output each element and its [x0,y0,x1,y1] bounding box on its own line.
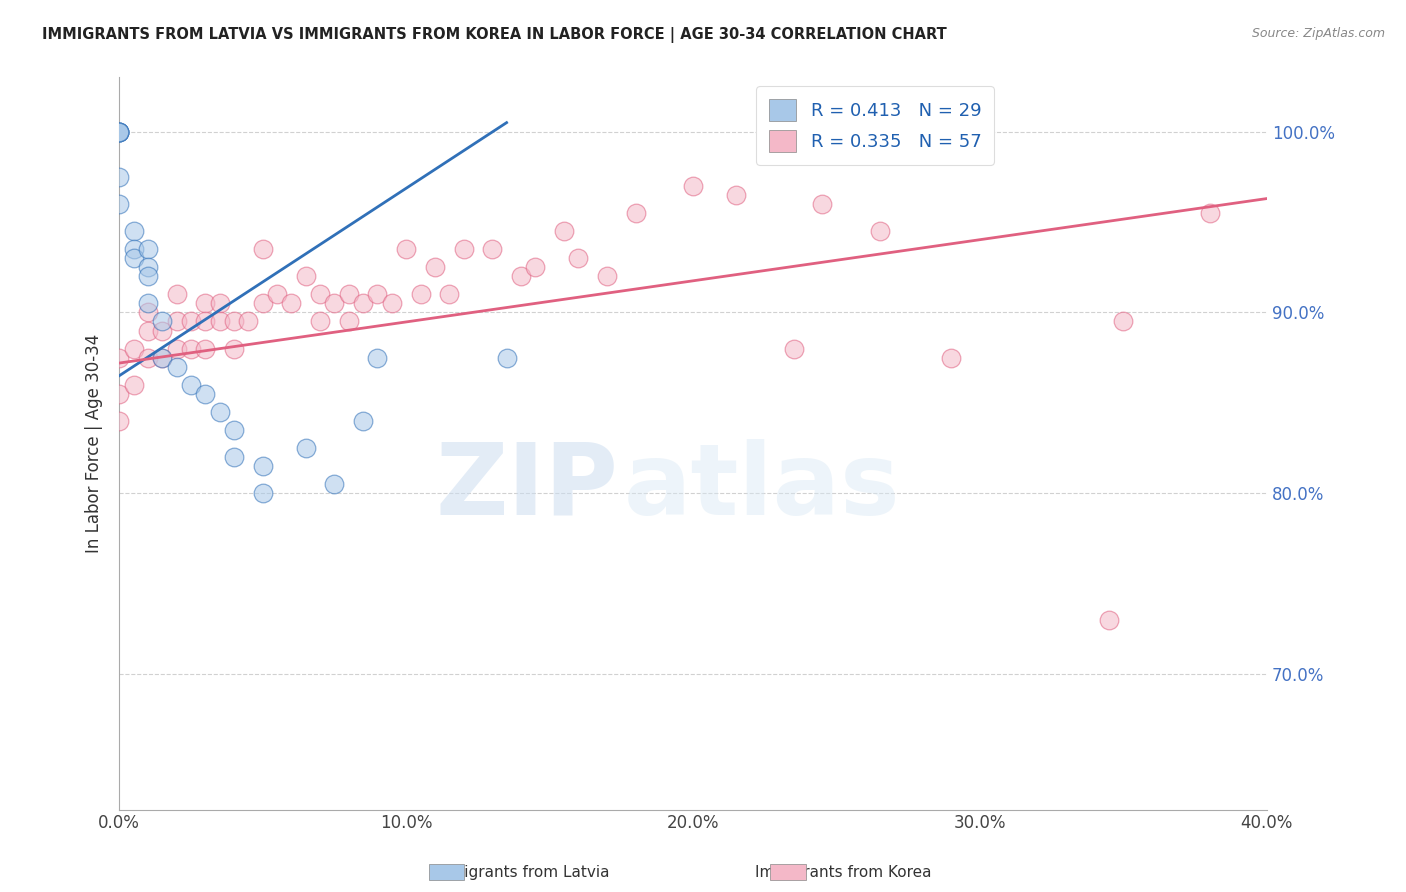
Point [337,314,360,328]
Point [510,269,533,284]
Point [136,351,159,365]
Point [366,351,388,365]
Point [108,197,131,211]
Point [567,251,589,265]
Point [136,296,159,310]
Point [122,251,145,265]
Legend: R = 0.413   N = 29, R = 0.335   N = 57: R = 0.413 N = 29, R = 0.335 N = 57 [756,87,994,165]
Point [395,242,418,256]
Point [423,260,446,275]
Text: ZIP: ZIP [436,439,619,536]
Point [1098,613,1121,627]
Point [180,342,202,356]
Point [136,269,159,284]
Point [122,242,145,256]
Point [180,377,202,392]
Point [409,287,432,301]
Point [108,125,131,139]
Point [309,287,332,301]
Point [166,314,188,328]
Point [238,314,260,328]
Text: Immigrants from Latvia: Immigrants from Latvia [430,865,610,880]
Point [166,287,188,301]
Point [682,178,704,193]
Point [481,242,503,256]
Point [252,296,274,310]
Point [222,450,245,464]
Point [150,324,173,338]
Point [108,125,131,139]
Point [194,342,217,356]
Point [108,414,131,428]
Point [108,169,131,184]
Text: Source: ZipAtlas.com: Source: ZipAtlas.com [1251,27,1385,40]
Point [194,314,217,328]
Point [208,405,231,419]
Point [1112,314,1135,328]
Point [811,197,834,211]
Point [150,351,173,365]
Point [782,342,804,356]
Point [266,287,288,301]
Point [366,287,388,301]
Point [122,342,145,356]
Point [437,287,460,301]
Text: Immigrants from Korea: Immigrants from Korea [755,865,932,880]
Text: IMMIGRANTS FROM LATVIA VS IMMIGRANTS FROM KOREA IN LABOR FORCE | AGE 30-34 CORRE: IMMIGRANTS FROM LATVIA VS IMMIGRANTS FRO… [42,27,946,43]
Point [108,351,131,365]
Point [323,296,346,310]
Point [1198,206,1220,220]
Point [122,377,145,392]
Point [166,359,188,374]
Point [194,386,217,401]
Point [108,125,131,139]
Y-axis label: In Labor Force | Age 30-34: In Labor Force | Age 30-34 [86,334,103,553]
Point [596,269,619,284]
Point [524,260,547,275]
Point [136,305,159,319]
Point [108,125,131,139]
Point [136,242,159,256]
Point [150,351,173,365]
Point [624,206,647,220]
Text: atlas: atlas [624,439,901,536]
Point [222,342,245,356]
Point [150,314,173,328]
Point [108,386,131,401]
Point [136,260,159,275]
Point [122,224,145,238]
Point [252,459,274,474]
Point [252,242,274,256]
Point [453,242,475,256]
Point [337,287,360,301]
Point [869,224,891,238]
Point [136,324,159,338]
Point [222,314,245,328]
Point [725,188,748,202]
Point [352,414,374,428]
Point [194,296,217,310]
Point [381,296,404,310]
Point [108,125,131,139]
Point [180,314,202,328]
Point [294,441,316,455]
Point [294,269,316,284]
Point [252,486,274,500]
Point [941,351,963,365]
Point [495,351,517,365]
Point [208,314,231,328]
Point [352,296,374,310]
Point [553,224,575,238]
Point [280,296,302,310]
Point [208,296,231,310]
Point [309,314,332,328]
Point [222,423,245,437]
Point [166,342,188,356]
Point [323,477,346,491]
